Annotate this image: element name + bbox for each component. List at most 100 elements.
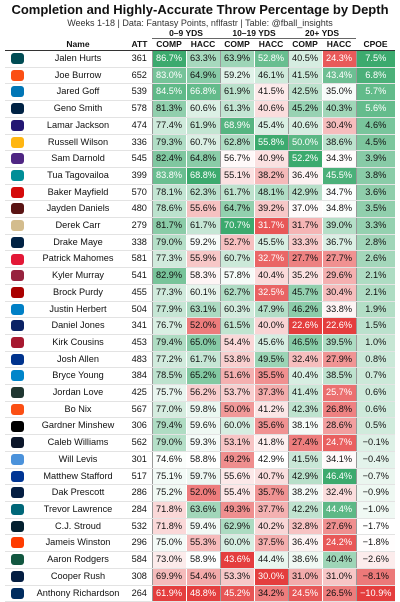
player-name: Justin Herbert	[29, 301, 127, 319]
hacc-0-9-cell: 54.4%	[185, 568, 220, 586]
team-logo-icon	[5, 334, 29, 352]
hacc-10-19-cell: 42.9%	[253, 451, 289, 469]
hacc-0-9-cell: 59.4%	[185, 518, 220, 536]
hacc-20plus-cell: 30.4%	[321, 117, 357, 135]
hacc-10-19-cell: 41.8%	[253, 434, 289, 452]
hacc-0-9-cell: 62.3%	[185, 184, 220, 202]
hacc-0-9-cell: 64.8%	[185, 150, 220, 168]
player-name: Sam Darnold	[29, 150, 127, 168]
att-value: 284	[127, 501, 152, 519]
comp-20plus-cell: 27.4%	[287, 434, 323, 452]
comp-10-19-cell: 52.7%	[219, 234, 254, 252]
hacc-20plus-cell: 24.3%	[321, 50, 357, 68]
column-header-cpoe: CPOE	[356, 38, 396, 51]
hacc-10-19-cell: 38.2%	[253, 167, 289, 185]
cpoe-cell: −0.7%	[355, 468, 396, 486]
team-logo-badge	[10, 320, 24, 332]
comp-0-9-cell: 79.4%	[151, 417, 186, 436]
player-name: Russell Wilson	[29, 134, 127, 152]
hacc-0-9-cell: 63.1%	[185, 301, 220, 319]
comp-0-9-cell: 81.7%	[151, 217, 186, 235]
team-logo-badge	[10, 587, 24, 599]
cpoe-cell: 0.5%	[355, 417, 396, 436]
team-logo-icon	[5, 317, 29, 335]
comp-10-19-cell: 50.0%	[219, 401, 254, 419]
comp-20plus-cell: 22.6%	[287, 317, 323, 335]
hacc-10-19-cell: 31.7%	[253, 217, 289, 235]
player-name: Brock Purdy	[29, 284, 127, 302]
att-value: 336	[127, 134, 152, 152]
team-logo-icon	[5, 301, 29, 319]
hacc-20plus-cell: 29.6%	[321, 267, 357, 285]
team-logo-badge	[10, 169, 24, 181]
comp-0-9-cell: 81.3%	[151, 100, 186, 118]
table-row: Anthony Richardson 264 61.9% 48.8% 45.2% 34.2…	[5, 585, 396, 602]
att-value: 541	[127, 267, 152, 285]
att-value: 425	[127, 384, 152, 402]
hacc-20plus-cell: 31.0%	[321, 568, 357, 586]
att-value: 584	[127, 551, 152, 569]
comp-20plus-cell: 32.8%	[287, 518, 323, 536]
team-logo-icon	[5, 150, 29, 168]
hacc-20plus-cell: 32.4%	[321, 484, 357, 502]
hacc-20plus-cell: 38.5%	[321, 367, 357, 386]
cpoe-cell: 3.9%	[355, 150, 396, 168]
player-name: Anthony Richardson	[29, 585, 127, 602]
comp-20plus-cell: 41.5%	[287, 67, 323, 85]
column-header-hacc-short: HACC	[186, 38, 220, 51]
player-name: Gardner Minshew	[29, 417, 127, 436]
group-header-0-9: 0–9 YDS	[152, 29, 220, 39]
table-row: Bryce Young 384 78.5% 65.2% 51.6% 35.5% 40.4% 3…	[5, 367, 396, 386]
att-value: 517	[127, 468, 152, 486]
team-logo-badge	[10, 136, 24, 148]
cpoe-cell: −1.0%	[355, 501, 396, 519]
team-logo-icon	[5, 134, 29, 152]
team-logo-badge	[10, 487, 24, 499]
team-logo-icon	[5, 184, 29, 202]
table-row: Kirk Cousins 453 79.4% 65.0% 54.4% 45.6% 46.5%…	[5, 334, 396, 352]
comp-10-19-cell: 59.2%	[219, 67, 254, 85]
comp-20plus-cell: 50.0%	[287, 134, 323, 152]
hacc-10-19-cell: 35.7%	[253, 484, 289, 502]
table-row: Will Levis 301 74.6% 58.8% 49.2% 42.9% 41.5% 34…	[5, 451, 396, 469]
cpoe-cell: 0.7%	[355, 367, 396, 386]
comp-0-9-cell: 79.4%	[151, 334, 186, 352]
hacc-20plus-cell: 34.3%	[321, 150, 357, 168]
cpoe-cell: 2.6%	[355, 250, 396, 269]
cpoe-cell: 3.6%	[355, 184, 396, 202]
comp-10-19-cell: 60.7%	[219, 250, 254, 269]
team-logo-icon	[5, 83, 29, 102]
player-name: Tua Tagovailoa	[29, 167, 127, 185]
hacc-20plus-cell: 33.8%	[321, 301, 357, 319]
table-row: Josh Allen 483 77.2% 61.7% 53.8% 49.5% 32.4% 27…	[5, 351, 396, 369]
comp-20plus-cell: 46.5%	[287, 334, 323, 352]
att-value: 545	[127, 150, 152, 168]
hacc-10-19-cell: 30.0%	[253, 568, 289, 586]
comp-20plus-cell: 42.3%	[287, 401, 323, 419]
comp-0-9-cell: 76.7%	[151, 317, 186, 335]
table-row: Geno Smith 578 81.3% 60.6% 61.3% 40.6% 45.2% 40…	[5, 100, 396, 118]
hacc-0-9-cell: 55.3%	[185, 534, 220, 553]
comp-20plus-cell: 31.0%	[287, 568, 323, 586]
comp-0-9-cell: 78.1%	[151, 184, 186, 202]
comp-10-19-cell: 55.6%	[219, 468, 254, 486]
cpoe-cell: 0.6%	[355, 384, 396, 402]
team-logo-badge	[10, 520, 24, 532]
hacc-0-9-cell: 48.8%	[185, 585, 220, 602]
comp-10-19-cell: 62.8%	[219, 134, 254, 152]
hacc-0-9-cell: 59.2%	[185, 234, 220, 252]
att-value: 361	[127, 50, 152, 68]
cpoe-cell: 2.8%	[355, 234, 396, 252]
player-name: Jordan Love	[29, 384, 127, 402]
table-row: Sam Darnold 545 82.4% 64.8% 56.7% 40.9% 52.2% 3…	[5, 150, 396, 168]
cpoe-cell: −1.7%	[355, 518, 396, 536]
hacc-10-19-cell: 45.5%	[253, 234, 289, 252]
comp-10-19-cell: 61.7%	[219, 184, 254, 202]
player-name: Matthew Stafford	[29, 468, 127, 486]
team-logo-icon	[5, 417, 29, 436]
comp-20plus-cell: 52.2%	[287, 150, 323, 168]
team-logo-icon	[5, 384, 29, 402]
hacc-0-9-cell: 55.9%	[185, 250, 220, 269]
team-logo-badge	[10, 470, 24, 482]
table-row: Bo Nix 567 77.0% 59.8% 50.0% 41.2% 42.3% 26.8% 0…	[5, 401, 396, 419]
